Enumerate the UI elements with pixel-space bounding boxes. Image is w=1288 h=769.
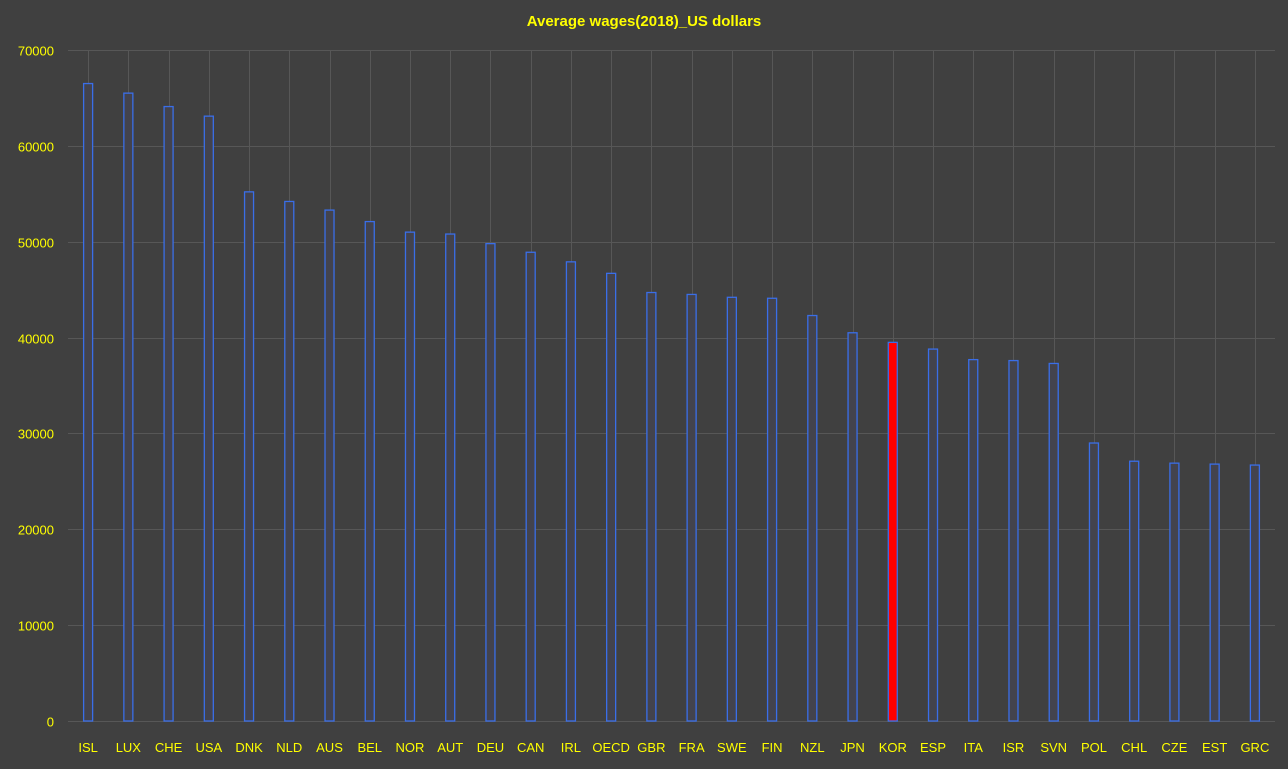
bar-aut [445,233,456,722]
bar-irl [565,261,577,722]
x-tick-label: ITA [964,740,984,755]
x-tick-label: GRC [1240,740,1269,755]
x-tick-label: DNK [235,740,263,755]
x-tick-label: SWE [717,740,747,755]
bar-ita [968,358,979,722]
y-tick-label: 20000 [18,523,54,538]
bar-fin [766,297,778,722]
bar-nor [404,231,416,722]
x-tick-label: EST [1202,740,1227,755]
chart-title: Average wages(2018)_US dollars [527,13,762,30]
x-tick-label: NLD [276,740,302,755]
bar-aus [324,209,335,722]
bar-deu [485,242,496,722]
bar-dnk [243,191,255,722]
bar-nzl [807,314,818,722]
y-tick-label: 60000 [18,140,54,155]
x-tick-label: CHE [155,740,183,755]
x-tick-label: FIN [762,740,783,755]
bar-kor [887,341,898,722]
y-tick-label: 40000 [18,332,54,347]
x-tick-label: USA [195,740,222,755]
x-tick-label: AUS [316,740,343,755]
x-tick-label: AUT [437,740,463,755]
x-tick-label: FRA [679,740,705,755]
bar-can [525,251,536,722]
bar-jpn [847,332,858,722]
x-tick-label: CHL [1121,740,1147,755]
x-tick-label: NZL [800,740,825,755]
x-tick-label: GBR [637,740,665,755]
y-tick-label: 10000 [18,619,54,634]
y-tick-label: 30000 [18,427,54,442]
bar-lux [123,92,134,722]
bar-chl [1129,460,1140,722]
x-tick-label: BEL [357,740,382,755]
bar-esp [927,348,939,722]
y-tick-label: 70000 [18,44,54,59]
x-tick-label: OECD [592,740,630,755]
x-tick-label: IRL [561,740,581,755]
bar-pol [1088,442,1100,722]
bar-gbr [646,291,657,722]
x-tick-label: NOR [396,740,425,755]
bar-bel [364,220,375,722]
y-tick-label: 50000 [18,236,54,251]
x-tick-label: ISR [1003,740,1025,755]
bar-grc [1249,464,1261,722]
bar-che [163,105,174,722]
x-tick-label: CZE [1161,740,1187,755]
bar-oecd [606,272,617,722]
x-tick-label: ESP [920,740,946,755]
x-tick-label: SVN [1040,740,1067,755]
x-axis-ticks: ISL LUX CHE USA DNK NLD AUS BEL NOR AUT DEU CAN IRL O… [78,740,1269,755]
x-tick-label: JPN [840,740,865,755]
bar-fra [686,293,697,722]
bar-est [1209,463,1220,722]
bars [82,82,1261,722]
x-tick-label: CAN [517,740,544,755]
x-tick-label: DEU [477,740,504,755]
bar-swe [726,296,737,722]
bar-svn [1048,362,1059,722]
x-tick-label: KOR [879,740,907,755]
x-tick-label: ISL [78,740,98,755]
bar-usa [203,115,214,722]
y-axis-ticks: 0 10000 20000 30000 40000 50000 60000 70000 [18,44,54,730]
bar-isr [1008,359,1019,722]
bar-cze [1169,462,1180,722]
y-tick-label: 0 [47,715,54,730]
bar-isl [82,82,94,722]
x-tick-label: POL [1081,740,1107,755]
x-tick-label: LUX [116,740,142,755]
bar-nld [284,200,295,722]
